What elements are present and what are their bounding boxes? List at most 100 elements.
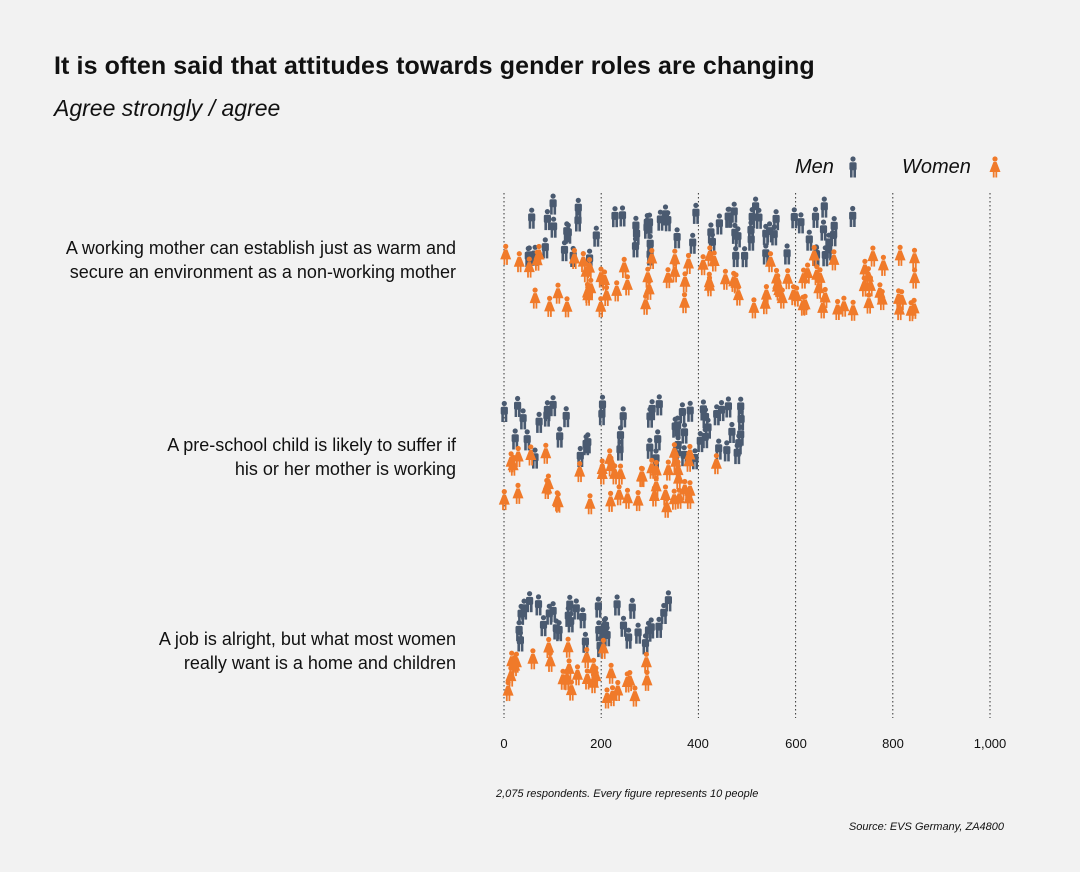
man-icon bbox=[731, 222, 739, 244]
legend-men-label: Men bbox=[795, 156, 834, 178]
man-icon bbox=[686, 400, 694, 422]
woman-icon bbox=[832, 298, 844, 320]
man-icon bbox=[556, 426, 564, 448]
man-icon bbox=[733, 443, 741, 465]
man-icon bbox=[632, 215, 640, 237]
man-icon bbox=[748, 207, 756, 229]
man-icon bbox=[543, 400, 551, 422]
woman-icon bbox=[529, 287, 541, 309]
woman-icon bbox=[584, 493, 596, 515]
woman-icon bbox=[668, 442, 680, 464]
man-icon bbox=[648, 399, 656, 421]
man-icon bbox=[664, 590, 672, 612]
x-tick-600: 600 bbox=[785, 736, 807, 751]
woman-icon bbox=[572, 664, 583, 686]
man-icon bbox=[618, 205, 627, 227]
man-icon bbox=[728, 421, 736, 443]
woman-icon bbox=[867, 245, 879, 267]
man-icon bbox=[535, 411, 543, 433]
woman-icon bbox=[662, 267, 674, 289]
man-icon bbox=[655, 616, 663, 638]
woman-icon bbox=[629, 685, 641, 707]
category-label-3-line2: really want is a home and children bbox=[183, 653, 456, 673]
man-icon bbox=[514, 395, 522, 417]
woman-icon bbox=[668, 488, 680, 510]
man-icon bbox=[541, 237, 549, 259]
man-icon bbox=[723, 440, 731, 462]
woman-icon bbox=[636, 465, 647, 487]
man-icon bbox=[647, 617, 655, 639]
category-label-3-line1: A job is alright, but what most women bbox=[158, 629, 456, 649]
woman-icon bbox=[773, 279, 785, 301]
man-icon bbox=[704, 417, 712, 439]
x-tick-200: 200 bbox=[590, 736, 612, 751]
man-icon bbox=[616, 439, 624, 461]
man-icon bbox=[603, 625, 611, 647]
woman-icon bbox=[876, 289, 888, 311]
man-icon bbox=[819, 219, 828, 241]
man-icon bbox=[619, 406, 627, 428]
woman-icon bbox=[540, 442, 552, 464]
man-icon bbox=[811, 206, 820, 228]
woman-icon bbox=[683, 252, 694, 274]
woman-icon bbox=[683, 450, 695, 472]
woman-icon bbox=[599, 269, 610, 291]
legend-women-label: Women bbox=[902, 156, 971, 178]
woman-icon bbox=[605, 490, 617, 512]
woman-icon bbox=[646, 247, 658, 269]
woman-icon bbox=[683, 487, 695, 509]
woman-icon bbox=[650, 459, 662, 481]
chart-source: Source: EVS Germany, ZA4800 bbox=[848, 821, 1004, 833]
woman-icon bbox=[500, 243, 512, 265]
man-icon bbox=[820, 196, 828, 218]
woman-icon bbox=[640, 651, 652, 673]
woman-icon bbox=[819, 286, 831, 308]
woman-icon bbox=[544, 295, 556, 317]
woman-icon bbox=[662, 459, 674, 481]
category-label-1-line2: secure an environment as a non-working m… bbox=[69, 262, 456, 282]
man-icon bbox=[562, 406, 570, 428]
woman-icon bbox=[542, 473, 554, 495]
man-icon bbox=[692, 202, 700, 224]
woman-icon bbox=[613, 484, 625, 506]
woman-icon bbox=[557, 668, 569, 690]
woman-icon bbox=[859, 258, 871, 280]
woman-icon bbox=[585, 277, 597, 299]
man-icon bbox=[550, 216, 558, 238]
man-icon bbox=[592, 225, 600, 247]
woman-icon bbox=[552, 491, 564, 513]
woman-icon bbox=[618, 256, 630, 278]
man-icon bbox=[783, 243, 791, 265]
woman-icon bbox=[605, 662, 617, 684]
woman-icon bbox=[905, 300, 917, 322]
man-icon bbox=[849, 205, 857, 227]
woman-icon bbox=[622, 487, 633, 509]
woman-icon bbox=[732, 284, 744, 306]
woman-icon bbox=[673, 468, 684, 490]
man-icon bbox=[613, 594, 621, 616]
woman-icon bbox=[523, 256, 535, 278]
woman-icon bbox=[791, 285, 803, 307]
woman-icon bbox=[562, 636, 574, 658]
man-icon bbox=[821, 245, 829, 267]
man-icon bbox=[549, 395, 557, 417]
woman-icon bbox=[533, 243, 545, 265]
man-icon bbox=[511, 428, 519, 450]
woman-icon bbox=[565, 679, 577, 701]
man-icon bbox=[534, 594, 543, 616]
woman-icon bbox=[708, 250, 720, 272]
man-icon bbox=[611, 206, 619, 228]
woman-icon bbox=[513, 251, 525, 273]
man-icon bbox=[737, 396, 745, 418]
man-icon bbox=[673, 227, 681, 249]
man-icon bbox=[628, 597, 636, 619]
woman-icon bbox=[661, 496, 673, 518]
man-icon bbox=[549, 193, 557, 215]
woman-icon bbox=[640, 293, 652, 315]
man-icon bbox=[543, 209, 551, 231]
man-icon bbox=[678, 402, 686, 424]
woman-icon bbox=[502, 680, 514, 702]
woman-icon bbox=[568, 247, 580, 269]
woman-icon bbox=[703, 271, 715, 293]
